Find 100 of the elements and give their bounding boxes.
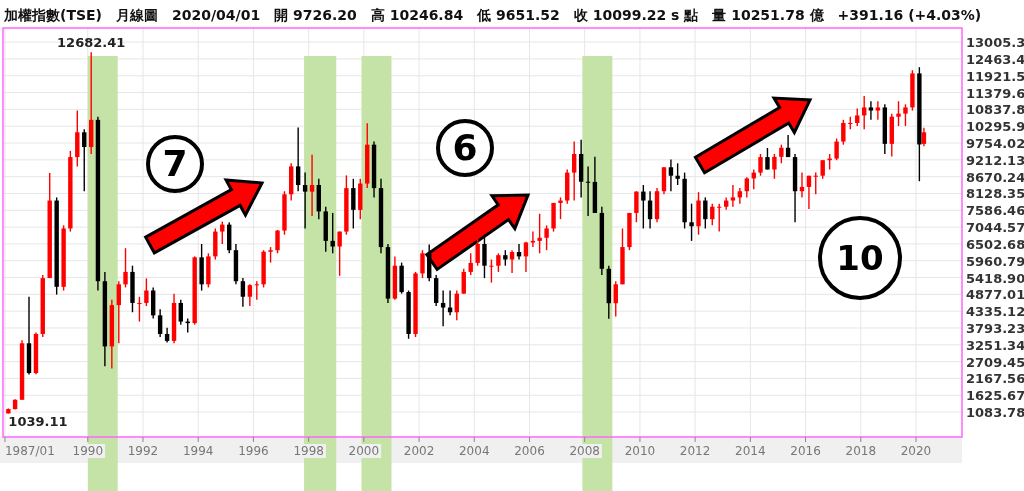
candlestick bbox=[779, 143, 784, 164]
x-tick-label: 2014 bbox=[735, 444, 766, 458]
y-tick-label: 9212.13 bbox=[966, 152, 1024, 168]
y-tick-label: 5960.79 bbox=[966, 253, 1024, 269]
y-tick-label: 7044.57 bbox=[966, 220, 1024, 236]
candlestick bbox=[661, 166, 667, 196]
y-tick-label: 4335.12 bbox=[966, 304, 1024, 320]
x-tick-label: 2008 bbox=[569, 444, 600, 458]
y-tick-label: 13005.3 bbox=[966, 35, 1024, 51]
candlestick bbox=[254, 280, 260, 301]
candlestick bbox=[841, 119, 846, 146]
y-tick-label: 11921.5 bbox=[966, 68, 1024, 84]
y-tick-label: 9754.02 bbox=[966, 136, 1024, 151]
x-tick-label: 2006 bbox=[514, 444, 545, 458]
annotation: 10 bbox=[836, 238, 884, 278]
x-tick-label: 1996 bbox=[238, 444, 269, 458]
candlestick bbox=[744, 176, 750, 199]
candlestick bbox=[896, 100, 901, 127]
candlestick bbox=[309, 153, 315, 217]
x-tick-label: 2016 bbox=[790, 444, 821, 458]
candlestick bbox=[302, 171, 308, 230]
candlestick bbox=[116, 280, 121, 344]
y-tick-label: 8128.35 bbox=[966, 186, 1024, 202]
y-tick-label: 2167.56 bbox=[966, 371, 1024, 387]
candlestick bbox=[295, 126, 301, 192]
candlestick bbox=[717, 202, 722, 233]
candlestick bbox=[875, 100, 881, 121]
candlestick bbox=[247, 283, 253, 307]
y-tick-label: 2709.45 bbox=[966, 354, 1024, 370]
candlestick bbox=[461, 268, 466, 295]
y-tick-label: 6502.68 bbox=[966, 236, 1024, 252]
candlestick bbox=[730, 184, 736, 208]
x-tick-label: 2020 bbox=[900, 444, 932, 458]
y-tick-label: 11379.6 bbox=[966, 85, 1024, 101]
annotation: 6 bbox=[452, 127, 478, 168]
candlestick bbox=[482, 233, 487, 279]
candlestick bbox=[571, 140, 577, 202]
candlestick bbox=[537, 213, 542, 254]
candlestick bbox=[668, 158, 674, 192]
candlestick bbox=[689, 202, 694, 242]
candlestick bbox=[496, 252, 501, 273]
candlestick bbox=[123, 247, 128, 289]
candlestick bbox=[330, 212, 335, 254]
annotation: 7 bbox=[162, 143, 188, 184]
x-tick-label: 1992 bbox=[127, 444, 159, 458]
y-tick-label: 1083.78 bbox=[966, 405, 1024, 421]
candlestick bbox=[675, 162, 680, 186]
candlestick bbox=[178, 299, 183, 326]
candlestick bbox=[813, 171, 818, 196]
candlestick bbox=[862, 95, 867, 130]
candlestick bbox=[275, 229, 280, 254]
y-tick-label: 3793.23 bbox=[966, 320, 1024, 336]
y-tick-label: 10837.8 bbox=[966, 102, 1024, 118]
candlestick bbox=[921, 127, 927, 147]
x-tick-label: 2002 bbox=[403, 444, 435, 458]
annotation: 12682.41 bbox=[57, 35, 126, 51]
candlestick bbox=[468, 252, 473, 276]
candlestick bbox=[420, 249, 425, 279]
x-tick-label: 2000 bbox=[348, 444, 380, 458]
candlestick bbox=[337, 230, 342, 277]
y-tick-label: 10295.9 bbox=[966, 119, 1024, 135]
candlestick bbox=[489, 258, 494, 284]
candlestick bbox=[137, 296, 142, 323]
candlestick bbox=[834, 137, 839, 161]
candlestick bbox=[351, 178, 356, 230]
y-tick-label: 3251.34 bbox=[966, 337, 1024, 353]
x-tick-label: 1990 bbox=[72, 444, 104, 458]
candlestick bbox=[144, 277, 149, 307]
chart-title: 加權指數(TSE) 月線圖 2020/04/01 開 9726.20 高 10246.84 低 9651.52 收 10099.22 s 點 量 10251.78 億 +391.16 (+4.03%) bbox=[3, 7, 982, 23]
x-tick-label: 2018 bbox=[845, 444, 877, 458]
candlestick bbox=[585, 165, 591, 217]
candlestick bbox=[820, 159, 825, 180]
candlestick bbox=[240, 277, 246, 308]
x-tick-label: 2010 bbox=[624, 444, 656, 458]
candlestick bbox=[758, 153, 763, 177]
candlestick bbox=[82, 128, 87, 192]
annotation: 1039.11 bbox=[8, 414, 68, 430]
y-tick-label: 1625.67 bbox=[966, 388, 1024, 404]
candlestick bbox=[558, 196, 563, 220]
y-tick-label: 7586.46 bbox=[966, 203, 1024, 219]
x-tick-label: 1998 bbox=[293, 444, 324, 458]
candlestick bbox=[868, 100, 874, 121]
y-tick-label: 5418.90 bbox=[966, 270, 1024, 286]
x-tick-label: 1987/01 bbox=[4, 444, 55, 458]
x-tick-label: 2012 bbox=[679, 444, 711, 458]
candlestick bbox=[157, 308, 163, 338]
candlestick bbox=[903, 103, 908, 127]
y-tick-label: 12463.4 bbox=[966, 51, 1024, 67]
y-tick-label: 4877.01 bbox=[966, 287, 1024, 303]
candlestick bbox=[523, 240, 529, 273]
candlestick bbox=[641, 184, 646, 230]
x-tick-label: 2004 bbox=[458, 444, 490, 458]
candlestick bbox=[440, 289, 446, 327]
y-tick-label: 8670.24 bbox=[966, 169, 1024, 185]
candlestick bbox=[544, 224, 549, 251]
candlestick bbox=[772, 153, 777, 180]
x-tick-label: 1994 bbox=[182, 444, 214, 458]
candlestick bbox=[613, 280, 618, 318]
candlestick bbox=[703, 196, 708, 230]
candlestick bbox=[806, 175, 812, 210]
